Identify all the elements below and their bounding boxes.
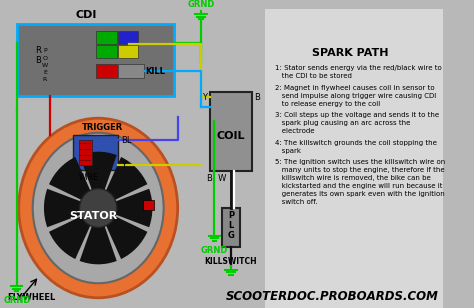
Bar <box>73 135 118 170</box>
Text: P: P <box>43 48 47 53</box>
Bar <box>118 31 138 44</box>
Text: B: B <box>36 56 41 65</box>
Ellipse shape <box>33 133 164 283</box>
Text: KILL: KILL <box>145 67 165 76</box>
Text: WIRE: WIRE <box>79 173 99 182</box>
Text: KILLSWITCH: KILLSWITCH <box>205 257 257 266</box>
Bar <box>17 23 174 96</box>
Circle shape <box>80 188 117 227</box>
Text: G: G <box>228 231 235 240</box>
Text: 1: Stator sends energy via the red/black wire to
   the CDI to be stored: 1: Stator sends energy via the red/black… <box>275 65 442 79</box>
Text: R: R <box>36 46 41 55</box>
Wedge shape <box>105 215 147 259</box>
Text: STATOR: STATOR <box>69 211 118 221</box>
Bar <box>143 200 155 210</box>
Text: P: P <box>228 211 234 220</box>
Text: 5: The ignition switch uses the killswitch wire on
   many units to stop the eng: 5: The ignition switch uses the killswit… <box>275 160 445 205</box>
Text: SPARK PATH: SPARK PATH <box>312 48 389 58</box>
Text: E: E <box>43 70 47 75</box>
Text: 3: Coil steps up the voltage and sends it to the
   spark plug causing an arc ac: 3: Coil steps up the voltage and sends i… <box>275 112 439 134</box>
Text: GRND: GRND <box>3 296 30 305</box>
Wedge shape <box>49 157 91 201</box>
Bar <box>210 91 252 171</box>
Text: COIL: COIL <box>217 131 245 141</box>
Text: Y: Y <box>120 161 126 170</box>
Text: Y: Y <box>202 93 207 102</box>
Text: SCOOTERDOC.PROBOARDS.COM: SCOOTERDOC.PROBOARDS.COM <box>226 290 438 303</box>
Text: B  W: B W <box>207 174 226 183</box>
Text: BL: BL <box>120 136 131 144</box>
Text: FLYWHEEL: FLYWHEEL <box>8 293 56 302</box>
Bar <box>96 31 117 44</box>
Wedge shape <box>49 215 91 259</box>
Wedge shape <box>80 225 117 264</box>
Bar <box>118 45 138 58</box>
Bar <box>222 208 240 247</box>
Bar <box>79 140 91 165</box>
Text: TRIGGER: TRIGGER <box>82 123 124 132</box>
Wedge shape <box>44 189 82 227</box>
Text: 2: Magnet in flywheel causes coil in sensor to
   send impulse along trigger wir: 2: Magnet in flywheel causes coil in sen… <box>275 85 436 107</box>
Bar <box>96 45 117 58</box>
Bar <box>264 9 443 308</box>
Text: O: O <box>42 55 47 61</box>
Text: GRND: GRND <box>201 246 228 255</box>
Text: W: W <box>42 63 48 68</box>
Bar <box>96 64 117 78</box>
Bar <box>118 64 144 78</box>
Text: 4: The killswitch grounds the coil stopping the
   spark: 4: The killswitch grounds the coil stopp… <box>275 140 437 154</box>
Text: GRND: GRND <box>187 0 215 9</box>
Text: CDI: CDI <box>75 10 97 20</box>
Wedge shape <box>105 157 147 201</box>
Wedge shape <box>114 189 153 227</box>
Text: B: B <box>254 93 260 102</box>
Text: R: R <box>43 77 47 82</box>
Wedge shape <box>80 152 117 192</box>
Text: L: L <box>228 221 234 230</box>
Ellipse shape <box>18 118 178 298</box>
